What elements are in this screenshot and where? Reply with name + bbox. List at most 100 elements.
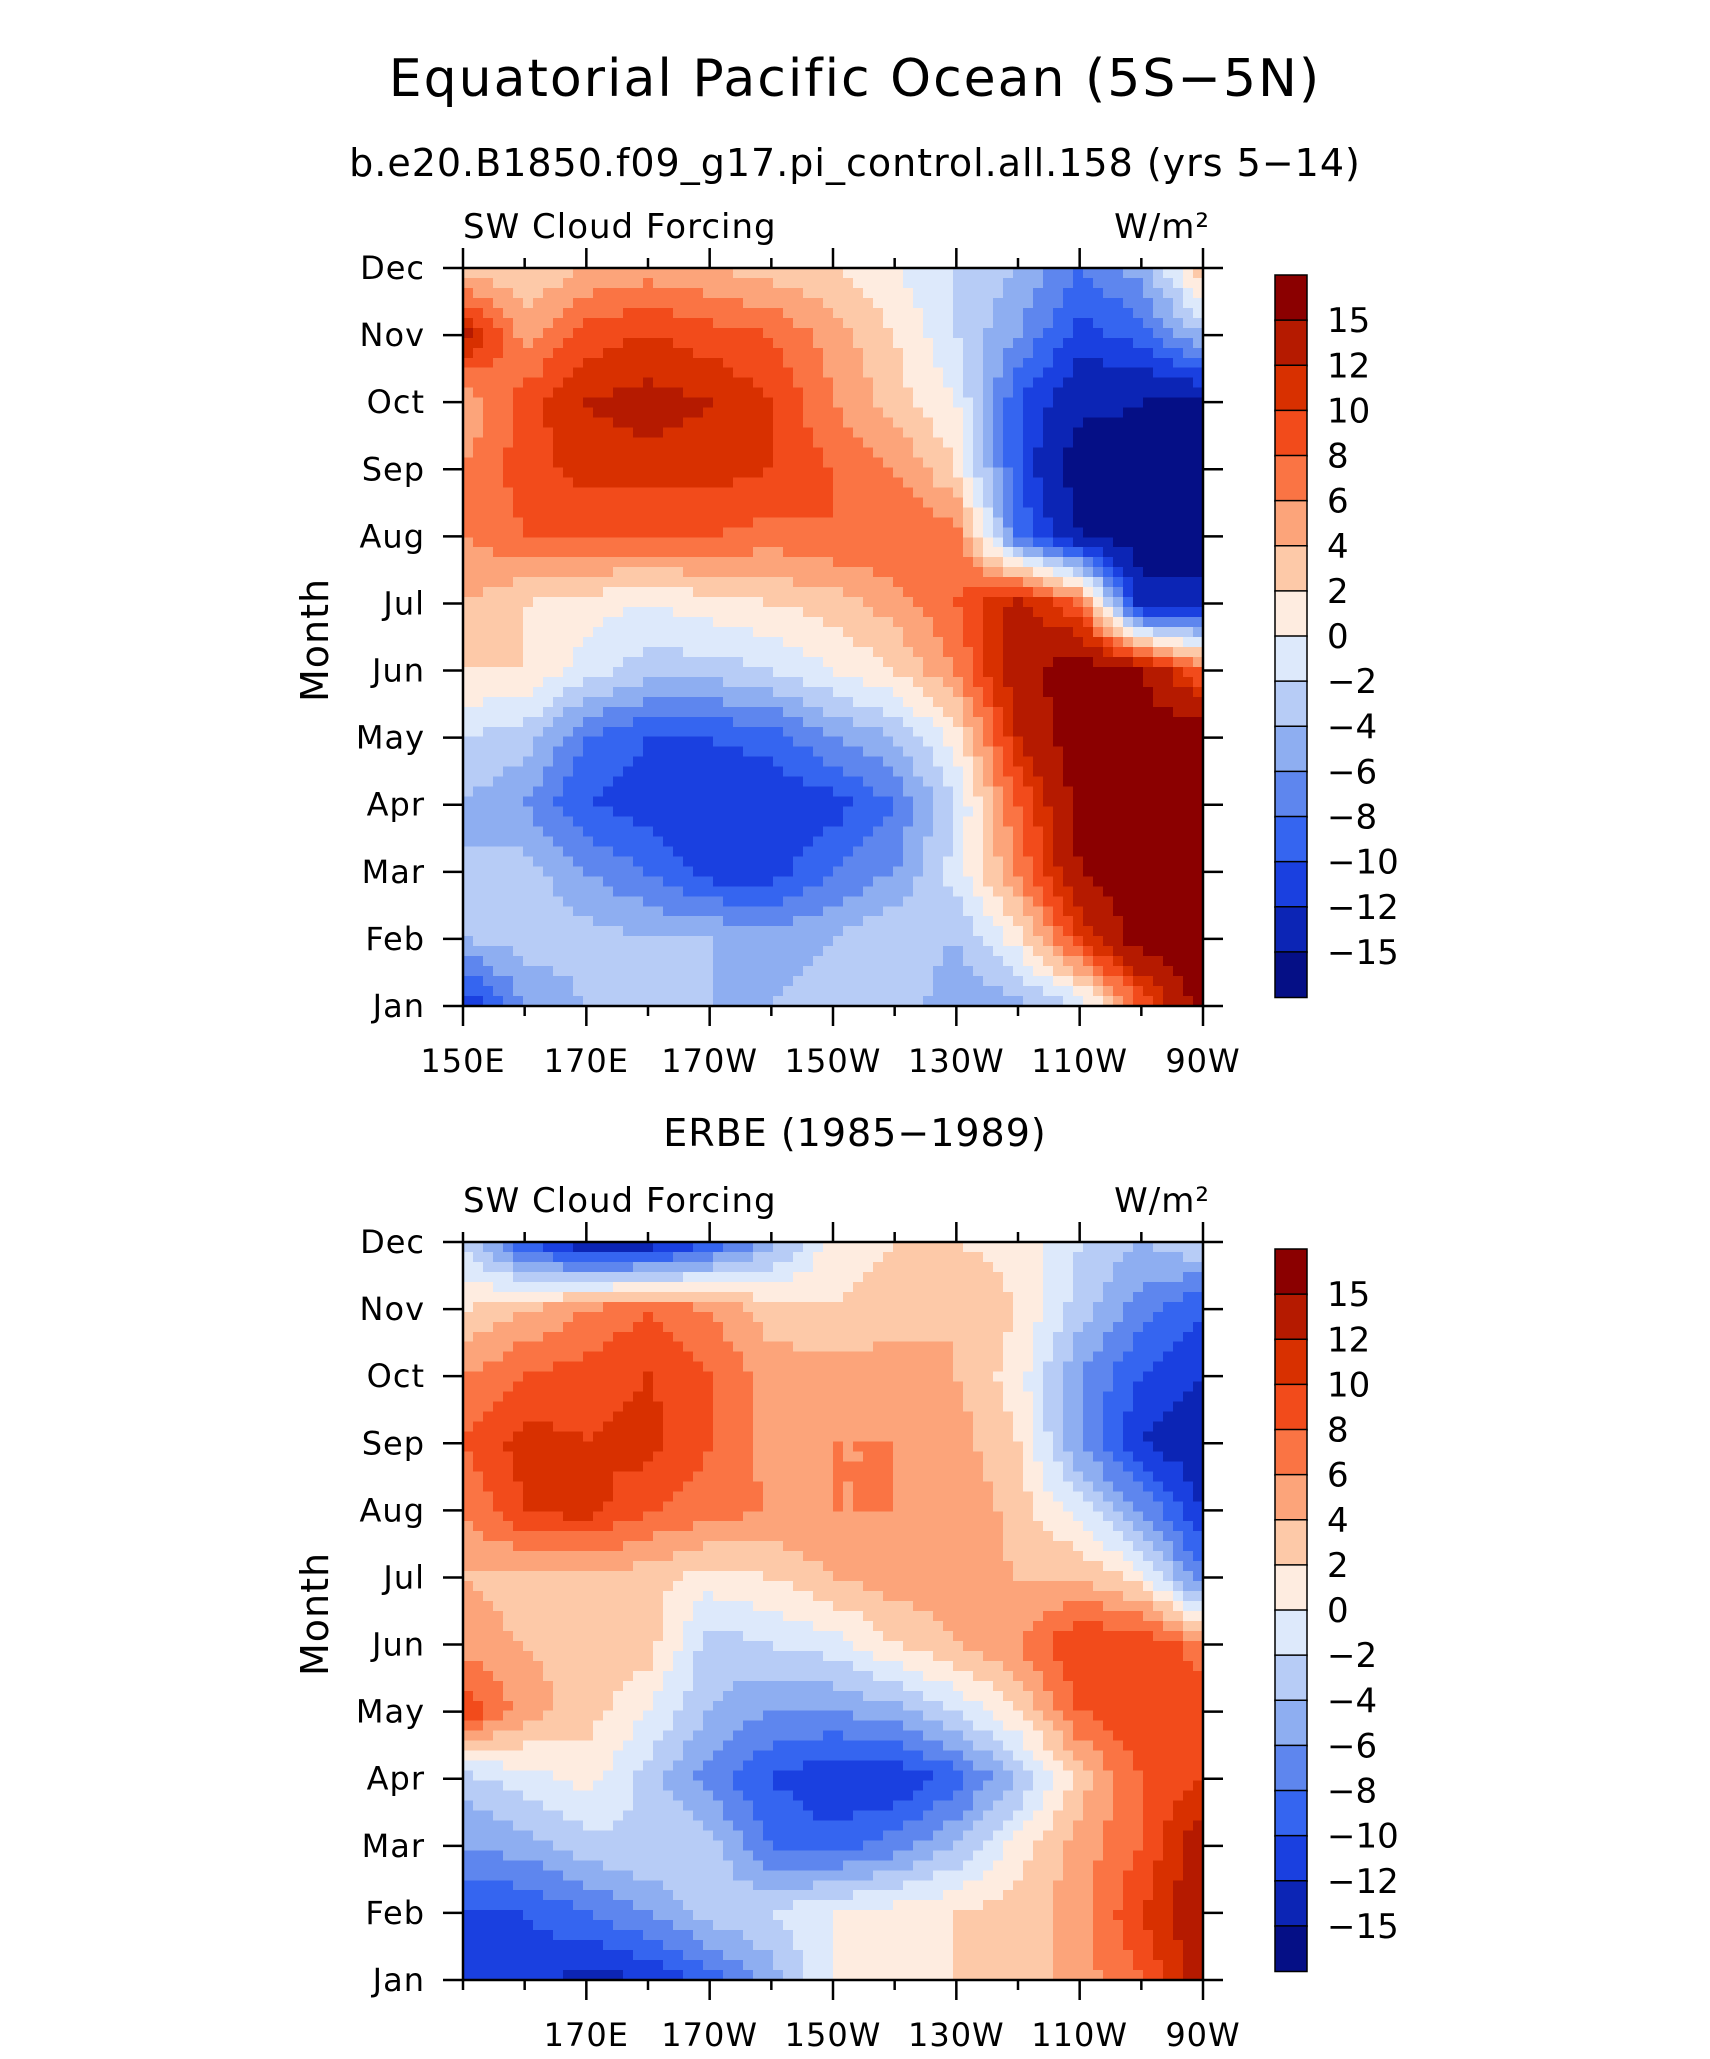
contour-cell [963,876,974,887]
contour-cell [533,736,544,748]
contour-cell [1163,766,1174,778]
contour-cell [783,926,794,937]
contour-cell [653,656,664,668]
contour-cell [673,706,684,718]
contour-cell [463,706,474,718]
contour-cell [1133,746,1144,758]
contour-cell [823,926,834,937]
contour-cell [623,826,634,838]
contour-cell [553,726,564,738]
contour-cell [833,367,844,379]
contour-cell [1123,317,1134,329]
contour-cell [1023,557,1034,568]
contour-cell [573,537,584,548]
contour-cell [1193,726,1204,738]
contour-cell [1143,557,1154,568]
contour-cell [943,417,954,429]
contour-cell [1173,866,1184,877]
contour-cell [723,696,734,708]
contour-cell [943,557,954,568]
contour-cell [593,656,604,668]
contour-cell [1063,676,1074,688]
contour-cell [1123,856,1134,867]
contour-cell [923,796,934,808]
contour-cell [1183,597,1194,608]
contour-cell [663,666,674,678]
contour-cell [883,796,894,808]
contour-cell [823,826,834,838]
contour-cell [823,756,834,768]
contour-cell [1033,477,1044,488]
contour-cell [1063,806,1074,818]
contour-cell [963,417,974,429]
contour-cell [1033,457,1044,469]
contour-cell [1193,387,1204,399]
contour-cell [1143,736,1154,748]
contour-cell [643,756,654,768]
contour-cell [1113,846,1124,857]
contour-cell [973,726,984,738]
contour-cell [993,896,1004,907]
contour-cell [653,517,664,528]
contour-cell [773,337,784,349]
contour-cell [783,527,794,538]
contour-cell [853,357,864,369]
contour-cell [963,796,974,808]
contour-cell [1053,886,1064,897]
contour-cell [1083,826,1094,838]
contour-cell [963,617,974,628]
contour-cell [563,597,574,608]
contour-cell [1103,846,1114,857]
contour-cell [1153,367,1164,379]
contour-cell [633,427,644,439]
contour-cell [963,766,974,778]
contour-cell [493,447,504,459]
contour-cell [533,666,544,678]
contour-cell [1023,607,1034,618]
contour-cell [493,826,504,838]
contour-cell [1153,277,1164,289]
contour-cell [973,776,984,788]
contour-cell [793,756,804,768]
contour-cell [763,686,774,698]
contour-cell [903,806,914,818]
contour-cell [1033,268,1044,279]
contour-cell [763,387,774,399]
contour-cell [943,527,954,538]
contour-cell [503,587,514,598]
contour-cell [963,387,974,399]
contour-cell [533,656,544,668]
contour-cell [613,437,624,449]
contour-cell [803,587,814,598]
contour-cell [673,866,684,877]
contour-cell [1183,497,1194,508]
contour-cell [1083,357,1094,369]
contour-cell [1183,437,1194,449]
contour-cell [963,846,974,857]
contour-cell [1183,726,1194,738]
contour-cell [803,796,814,808]
contour-cell [903,517,914,528]
contour-cell [593,447,604,459]
contour-cell [523,806,534,818]
contour-cell [873,557,884,568]
contour-cell [783,268,794,279]
contour-cell [483,756,494,768]
contour-cell [593,487,604,498]
contour-cell [723,547,734,558]
contour-cell [663,776,674,788]
contour-cell [933,377,944,389]
contour-cell [543,487,554,498]
contour-cell [643,547,654,558]
contour-cell [963,367,974,379]
contour-cell [1133,517,1144,528]
contour-cell [1103,726,1114,738]
contour-cell [713,826,724,838]
contour-cell [613,806,624,818]
contour-cell [733,427,744,439]
contour-cell [893,597,904,608]
contour-cell [633,477,644,488]
contour-cell [583,627,594,638]
contour-cell [613,577,624,588]
contour-cell [623,846,634,857]
